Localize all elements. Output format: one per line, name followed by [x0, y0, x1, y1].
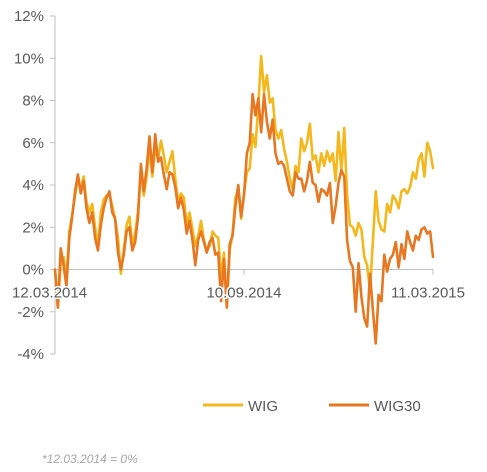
legend-label-wig30: WIG30: [374, 398, 421, 415]
x-tick-label: 12.03.2014: [12, 285, 87, 302]
series-lines: [53, 54, 435, 345]
y-tick-label: 12%: [14, 8, 44, 25]
y-tick-label: 0%: [22, 262, 44, 279]
y-tick-label: 10%: [14, 50, 44, 67]
y-axis: -4% -2% 0% 2% 4% 6% 8% 10% 12%: [14, 8, 56, 363]
series-line-wig30: [53, 92, 435, 345]
x-tick-labels: 12.03.2014 10.09.2014 11.03.2015: [11, 283, 467, 303]
y-tick-label: -2%: [17, 304, 44, 321]
x-tick-label: 11.03.2015: [391, 285, 465, 302]
y-tick-label: 2%: [22, 219, 44, 236]
y-tick-label: -4%: [17, 346, 44, 363]
y-tick-label: 6%: [22, 135, 44, 152]
x-tick-label: 10.09.2014: [206, 285, 281, 302]
y-tick-label: 4%: [22, 177, 44, 194]
y-tick-label: 8%: [22, 93, 44, 110]
footnote: *12.03.2014 = 0%: [42, 452, 138, 466]
legend: WIG WIG30: [203, 398, 421, 415]
x-axis: [54, 269, 434, 275]
legend-label-wig: WIG: [248, 398, 278, 415]
